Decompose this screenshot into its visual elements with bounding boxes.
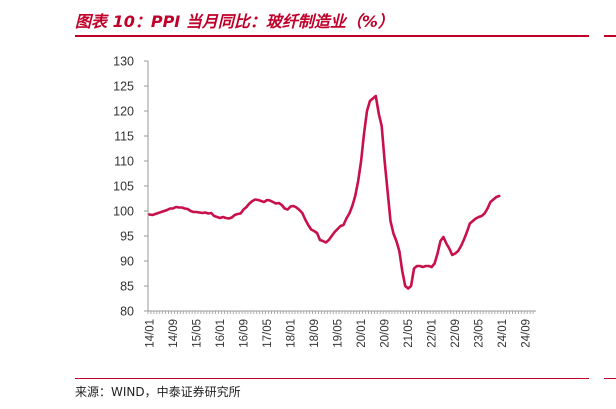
- x-tick-label: 20/09: [380, 319, 392, 348]
- footer-rule-right: [604, 378, 616, 379]
- y-tick-label: 110: [114, 155, 134, 169]
- x-tick-label: 16/09: [239, 319, 251, 348]
- y-tick-label: 125: [113, 80, 134, 94]
- x-tick-label: 15/05: [192, 319, 204, 348]
- x-tick-label: 17/05: [262, 319, 274, 348]
- y-tick-label: 120: [113, 105, 134, 119]
- y-tick-label: 85: [120, 280, 134, 294]
- x-tick-label: 23/05: [474, 319, 486, 348]
- x-tick-label: 21/05: [403, 319, 415, 348]
- y-tick-label: 130: [113, 55, 134, 69]
- y-tick-label: 105: [113, 180, 134, 194]
- title-rule: [75, 35, 589, 37]
- x-tick-label: 16/01: [215, 319, 227, 348]
- x-tick-label: 20/01: [356, 319, 368, 348]
- y-tick-label: 115: [114, 130, 134, 144]
- footer-rule: [75, 378, 589, 379]
- y-tick-label: 100: [113, 205, 134, 219]
- x-tick-label: 18/01: [286, 319, 298, 348]
- y-tick-label: 80: [120, 305, 134, 319]
- y-tick-label: 95: [120, 230, 134, 244]
- chart: 80 85 90 95 100 105 110 115 120 125 130 14/01 14/09…: [113, 55, 536, 348]
- x-tick-label: 19/05: [333, 319, 345, 348]
- y-tick-label: 90: [120, 255, 134, 269]
- x-tick-label: 24/01: [497, 319, 509, 348]
- x-tick-label: 18/09: [309, 319, 321, 348]
- axes: [147, 61, 536, 312]
- x-tick-label: 22/09: [450, 319, 462, 348]
- x-axis-ticks: 14/01 14/09 15/05 16/01 16/09 17/05 18/01 18/09…: [144, 311, 534, 348]
- source-note: 来源：WIND，中泰证券研究所: [75, 385, 241, 399]
- y-axis-ticks: 80 85 90 95 100 105 110 115 120 125 130: [113, 55, 148, 319]
- x-tick-label: 22/01: [427, 319, 439, 348]
- title-rule-right: [604, 35, 616, 37]
- series-line: [148, 94, 501, 290]
- x-tick-label: 14/09: [168, 319, 180, 348]
- x-tick-label: 24/09: [521, 319, 533, 348]
- x-tick-label: 14/01: [144, 319, 156, 348]
- chart-title: 图表 10：PPI 当月同比：玻纤制造业（%）: [75, 12, 394, 31]
